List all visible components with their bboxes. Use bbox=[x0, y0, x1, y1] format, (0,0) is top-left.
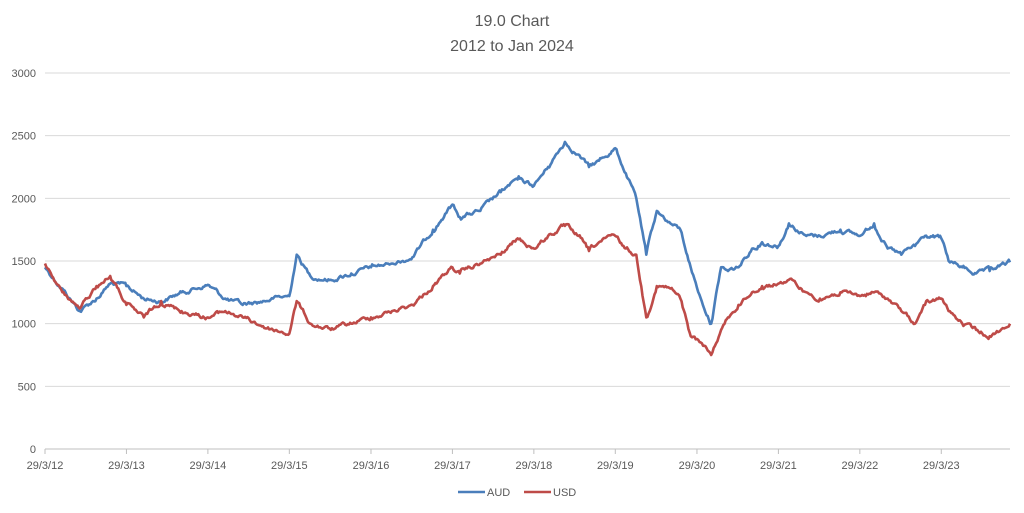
x-tick-label: 29/3/18 bbox=[516, 460, 553, 472]
x-tick-label: 29/3/20 bbox=[679, 460, 716, 472]
x-tick-label: 29/3/14 bbox=[190, 460, 227, 472]
series-line-usd bbox=[43, 222, 1012, 357]
chart-title: 19.0 Chart bbox=[475, 13, 550, 30]
series-lines bbox=[43, 140, 1012, 357]
legend-item-aud: AUD bbox=[458, 487, 510, 499]
x-tick-label: 29/3/16 bbox=[353, 460, 390, 472]
y-tick-label: 2000 bbox=[12, 193, 36, 205]
y-tick-label: 0 bbox=[30, 444, 36, 456]
x-tick-label: 29/3/22 bbox=[841, 460, 878, 472]
x-tick-label: 29/3/13 bbox=[108, 460, 145, 472]
series-line-aud bbox=[43, 140, 1012, 326]
legend-label: USD bbox=[553, 487, 576, 499]
x-axis: 29/3/12 29/3/13 29/3/14 29/3/15 29/3/16 29/3/… bbox=[27, 448, 1010, 472]
x-tick-label: 29/3/12 bbox=[27, 460, 64, 472]
legend-item-usd: USD bbox=[524, 487, 576, 499]
x-tick-label: 29/3/19 bbox=[597, 460, 634, 472]
chart-subtitle: 2012 to Jan 2024 bbox=[450, 38, 574, 55]
x-tick-label: 29/3/15 bbox=[271, 460, 308, 472]
x-tick-label: 29/3/17 bbox=[434, 460, 471, 472]
y-tick-label: 2500 bbox=[12, 131, 36, 143]
y-tick-label: 1500 bbox=[12, 256, 36, 268]
y-axis: 0 500 1000 1500 2000 2500 3000 bbox=[12, 68, 36, 456]
y-tick-label: 3000 bbox=[12, 68, 36, 80]
x-tick-label: 29/3/21 bbox=[760, 460, 797, 472]
x-tick-label: 29/3/23 bbox=[923, 460, 960, 472]
legend: AUD USD bbox=[458, 487, 576, 499]
grid-lines bbox=[45, 72, 1010, 387]
y-tick-label: 500 bbox=[18, 381, 36, 393]
y-tick-label: 1000 bbox=[12, 319, 36, 331]
legend-label: AUD bbox=[487, 487, 510, 499]
